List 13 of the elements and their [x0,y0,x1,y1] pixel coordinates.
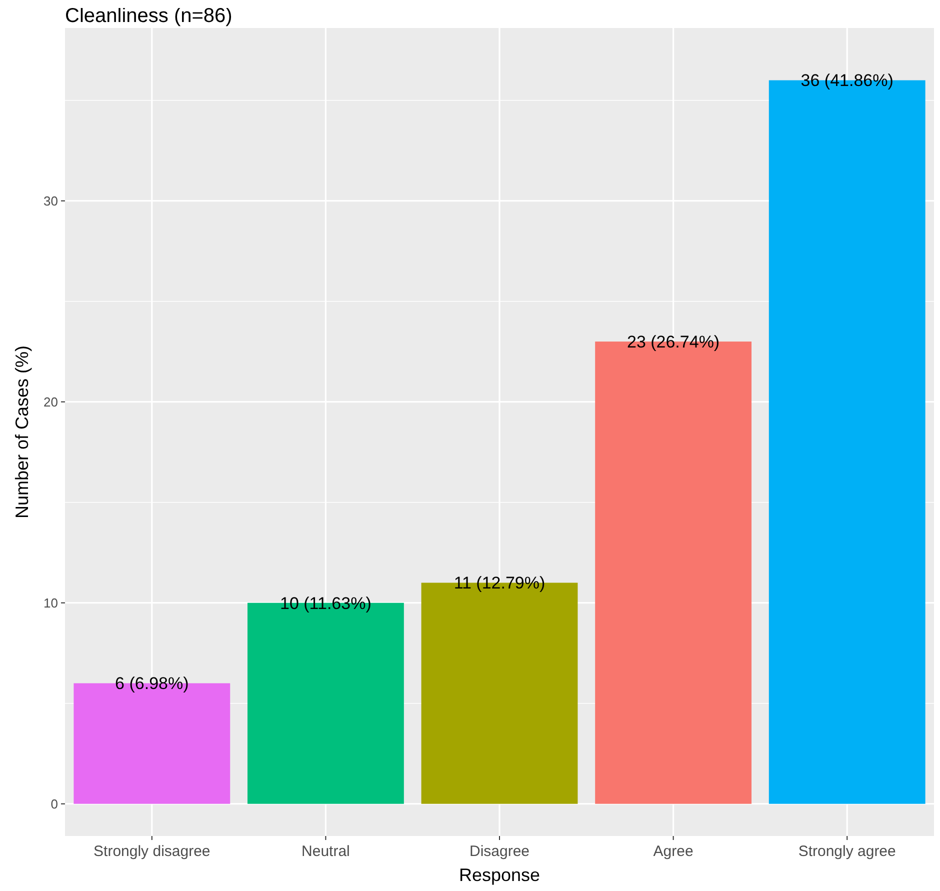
data-label: 23 (26.74%) [626,332,720,352]
y-tick-label: 10 [44,595,58,610]
x-tick-label: Strongly agree [798,843,896,860]
y-tick-label: 0 [50,796,58,812]
x-tick-label: Disagree [469,843,530,860]
x-axis-title: Response [458,865,540,885]
y-tick-label: 30 [44,193,58,208]
x-tick-label: Strongly disagree [94,843,210,860]
x-tick-label: Agree [653,843,694,860]
y-axis-title: Number of Cases (%) [12,345,32,519]
x-tick-label: Neutral [302,843,350,860]
data-label: 6 (6.98%) [115,674,189,694]
y-tick-label: 20 [44,394,58,410]
